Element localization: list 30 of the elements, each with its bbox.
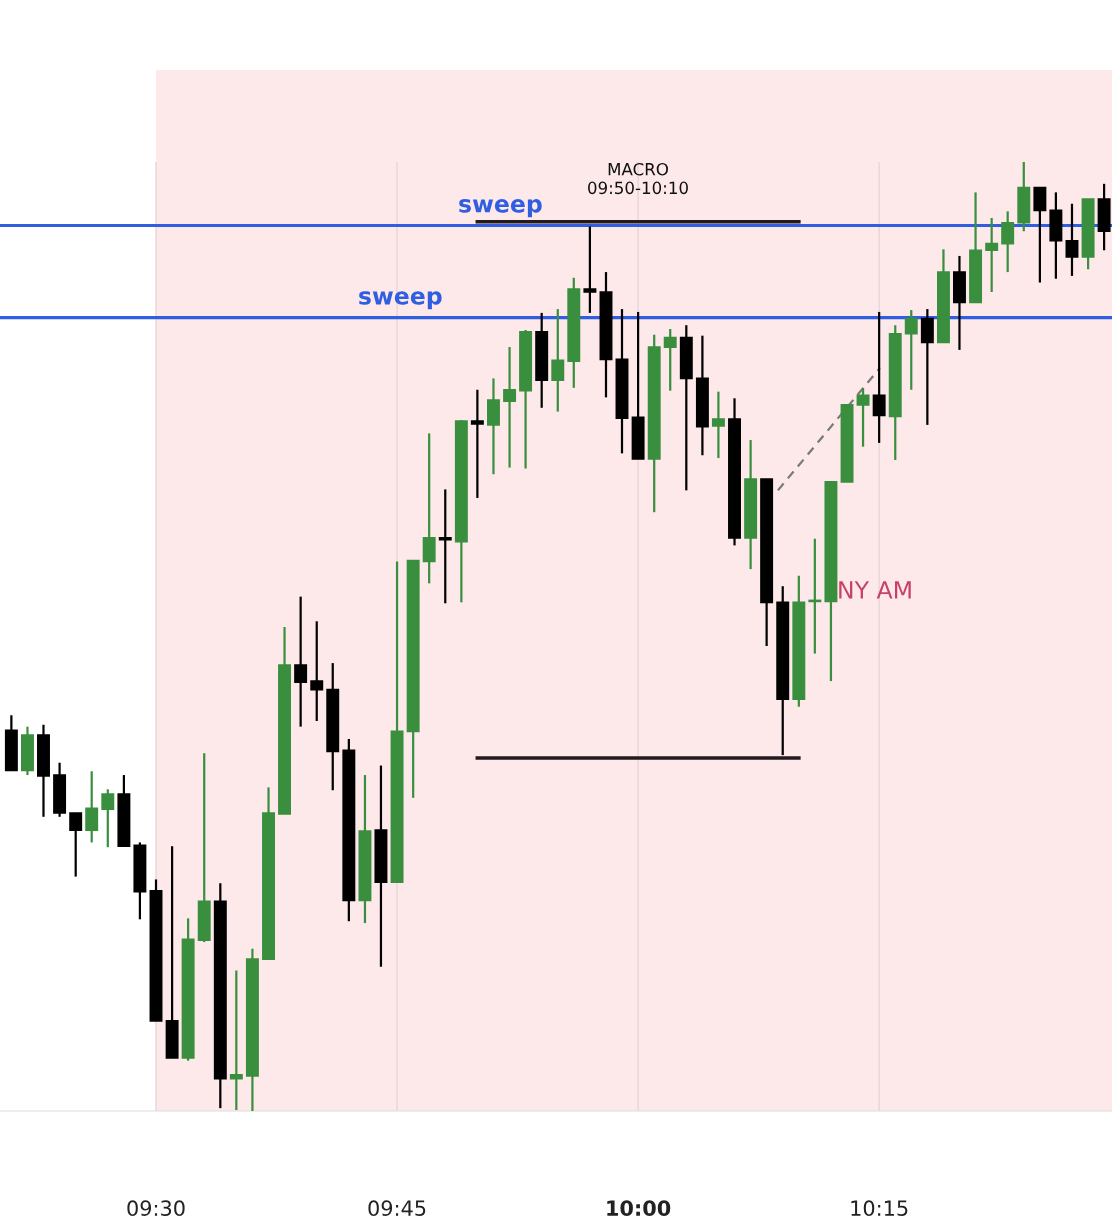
candlestick	[856, 386, 870, 448]
annotation: NY AM	[839, 581, 911, 599]
x-tick-label: 09:45	[368, 1200, 426, 1217]
candlestick	[1033, 186, 1047, 284]
candlestick	[711, 390, 725, 460]
candlestick	[551, 307, 565, 413]
candlestick	[422, 432, 436, 585]
candlestick	[503, 345, 517, 469]
ref-line-label: sweep	[459, 199, 542, 218]
x-tick-label: 09:30	[127, 1200, 185, 1217]
candlestick	[438, 488, 452, 605]
candlestick	[101, 788, 115, 849]
candlestick	[663, 327, 677, 392]
candlestick	[985, 216, 999, 294]
candlestick	[872, 310, 886, 445]
candlestick	[904, 308, 918, 391]
candlestick	[1065, 202, 1079, 277]
candlestick	[69, 811, 83, 878]
candlestick	[229, 969, 243, 1112]
candlestick	[310, 620, 324, 723]
candlestick	[583, 225, 597, 314]
candlestick	[294, 595, 308, 728]
candlestick	[1001, 210, 1015, 274]
x-tick-label: 10:15	[851, 1200, 908, 1217]
x-tick-label: 10:00	[607, 1200, 671, 1217]
annotation: MACRO 09:50-10:10	[588, 162, 688, 195]
candlestick	[470, 388, 484, 500]
candlestick	[85, 770, 99, 844]
candlestick	[920, 307, 934, 426]
ref-line-label: sweep	[359, 291, 442, 310]
